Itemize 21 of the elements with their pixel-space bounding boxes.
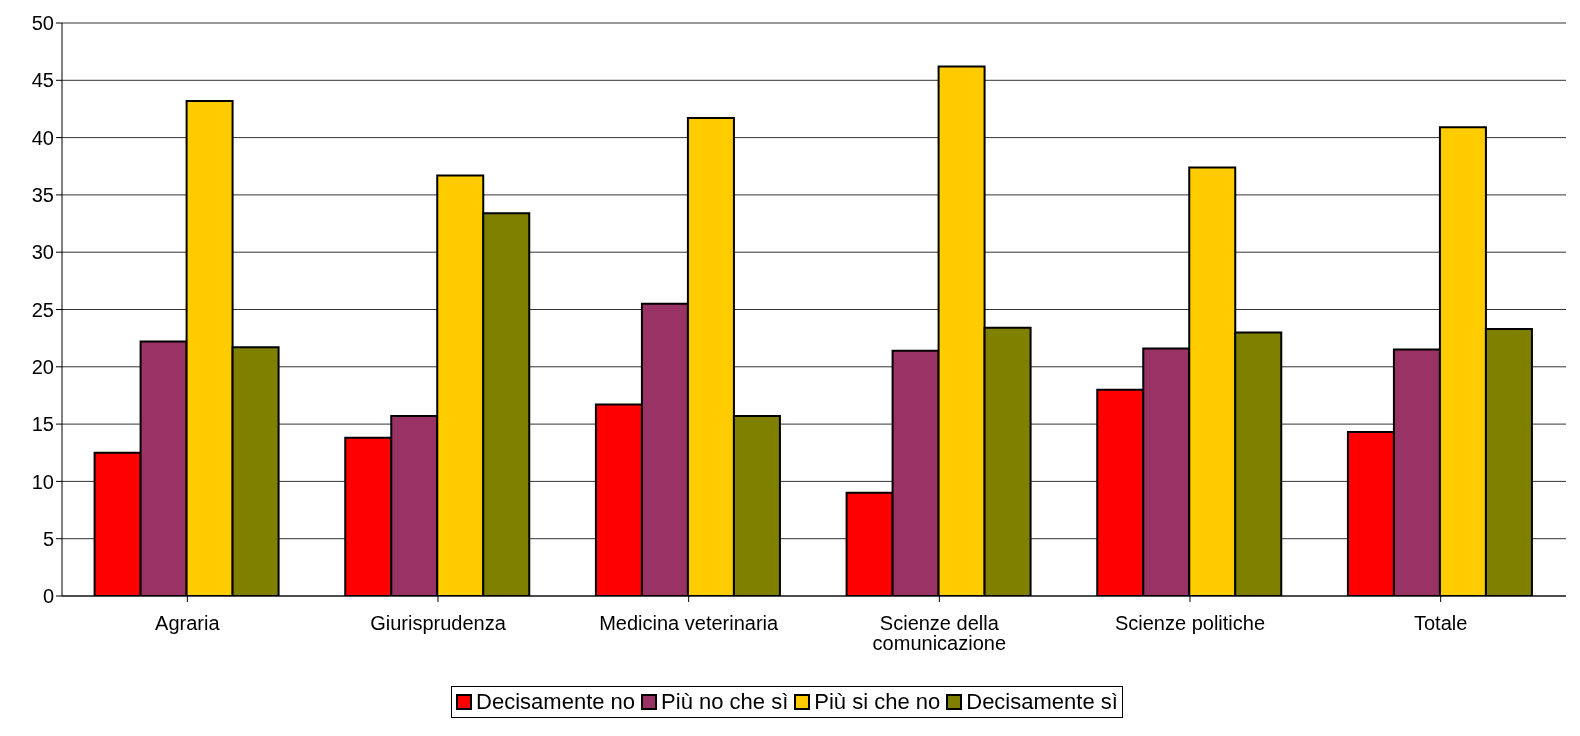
x-tick-label: Scienze della comunicazione [872, 612, 1007, 655]
y-tick-label: 0 [42, 585, 54, 608]
legend-label: Più no che sì [660, 689, 789, 715]
x-tick-label: Agraria [155, 612, 221, 635]
y-tick-label: 20 [31, 355, 54, 378]
x-tick-label: Scienze politiche [1114, 612, 1266, 635]
x-tick-label: Totale [1413, 612, 1468, 635]
legend-label: Più si che no [813, 689, 941, 715]
y-tick-label: 40 [31, 126, 54, 149]
y-tick-label: 15 [31, 413, 54, 436]
y-tick-label: 35 [31, 184, 54, 206]
x-tick-label: Giurisprudenza [370, 612, 507, 635]
y-tick-label: 45 [31, 69, 54, 92]
y-tick-label: 25 [31, 298, 54, 321]
y-tick-label: 5 [42, 527, 54, 550]
y-tick-label: 50 [31, 12, 54, 35]
legend-label: Decisamente no [475, 689, 636, 715]
y-tick-label: 10 [31, 470, 54, 493]
x-tick-label: Medicina veterinaria [599, 612, 780, 635]
y-tick-label: 30 [31, 241, 54, 264]
legend-label: Decisamente sì [965, 689, 1118, 715]
